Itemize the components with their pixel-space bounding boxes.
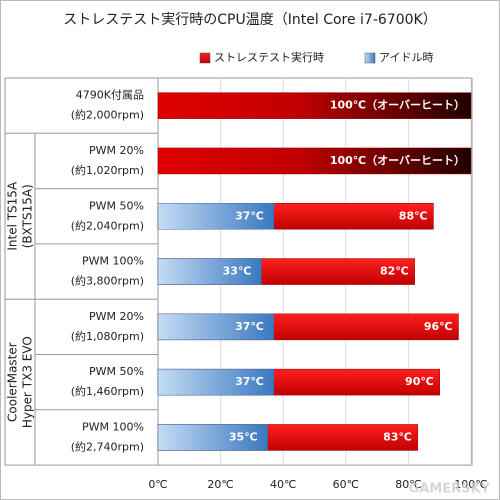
category-label: (約2,040rpm) (71, 218, 144, 232)
value-label: 100℃（オーバーヒート） (330, 154, 465, 167)
category-label: PWM 20% (89, 144, 144, 157)
value-label: 90℃ (405, 375, 434, 388)
value-label: 37℃ (235, 209, 264, 222)
legend-swatch (364, 52, 376, 64)
x-tick-label: 0℃ (148, 478, 167, 491)
value-label: 35℃ (229, 430, 258, 443)
idle-bar (157, 424, 268, 451)
category-label: PWM 100% (82, 255, 144, 268)
x-tick-label: 60℃ (333, 478, 359, 491)
idle-bar (157, 368, 275, 396)
value-label: 33℃ (223, 265, 252, 278)
value-label: 37℃ (235, 320, 264, 333)
category-label: PWM 20% (89, 310, 144, 323)
group-label: Intel TS15A (6, 181, 20, 251)
category-label: PWM 50% (89, 199, 144, 212)
value-label: 96℃ (424, 320, 453, 333)
group-label: CoolerMaster (6, 342, 20, 422)
watermark: GAMERSKY (409, 482, 491, 497)
legend-label: ストレステスト実行時 (214, 50, 324, 64)
value-label: 83℃ (383, 430, 412, 443)
legend-swatch (199, 52, 211, 64)
stress-bar (157, 92, 472, 119)
value-label: 82℃ (380, 265, 409, 278)
x-tick-label: 20℃ (207, 478, 233, 491)
value-label: 88℃ (399, 209, 428, 222)
category-label: (約1,460rpm) (71, 384, 144, 398)
category-label: PWM 50% (89, 365, 144, 378)
category-label: (約2,000rpm) (71, 108, 144, 122)
category-label: (約3,800rpm) (71, 274, 144, 288)
value-label: 37℃ (235, 375, 264, 388)
category-label: (約2,740rpm) (71, 439, 144, 453)
x-tick-label: 80℃ (395, 478, 421, 491)
table-border (4, 77, 473, 466)
idle-bar (157, 313, 275, 341)
category-label: (約1,020rpm) (71, 163, 144, 177)
idle-bar (157, 203, 275, 230)
x-tick-label: 40℃ (270, 478, 296, 491)
x-tick-label: 100℃ (454, 478, 487, 491)
category-label: PWM 100% (82, 420, 144, 433)
category-label: 4790K付属品 (76, 89, 144, 102)
idle-bar (157, 258, 262, 285)
group-label: Hyper TX3 EVO (21, 336, 35, 428)
category-label: (約1,080rpm) (71, 329, 144, 343)
group-label: (BXTS15A) (21, 184, 35, 248)
legend-label: アイドル時 (379, 51, 433, 64)
chart-title: ストレステスト実行時のCPU温度（Intel Core i7-6700K） (63, 12, 436, 28)
stress-bar (157, 147, 472, 175)
value-label: 100℃（オーバーヒート） (330, 99, 465, 112)
